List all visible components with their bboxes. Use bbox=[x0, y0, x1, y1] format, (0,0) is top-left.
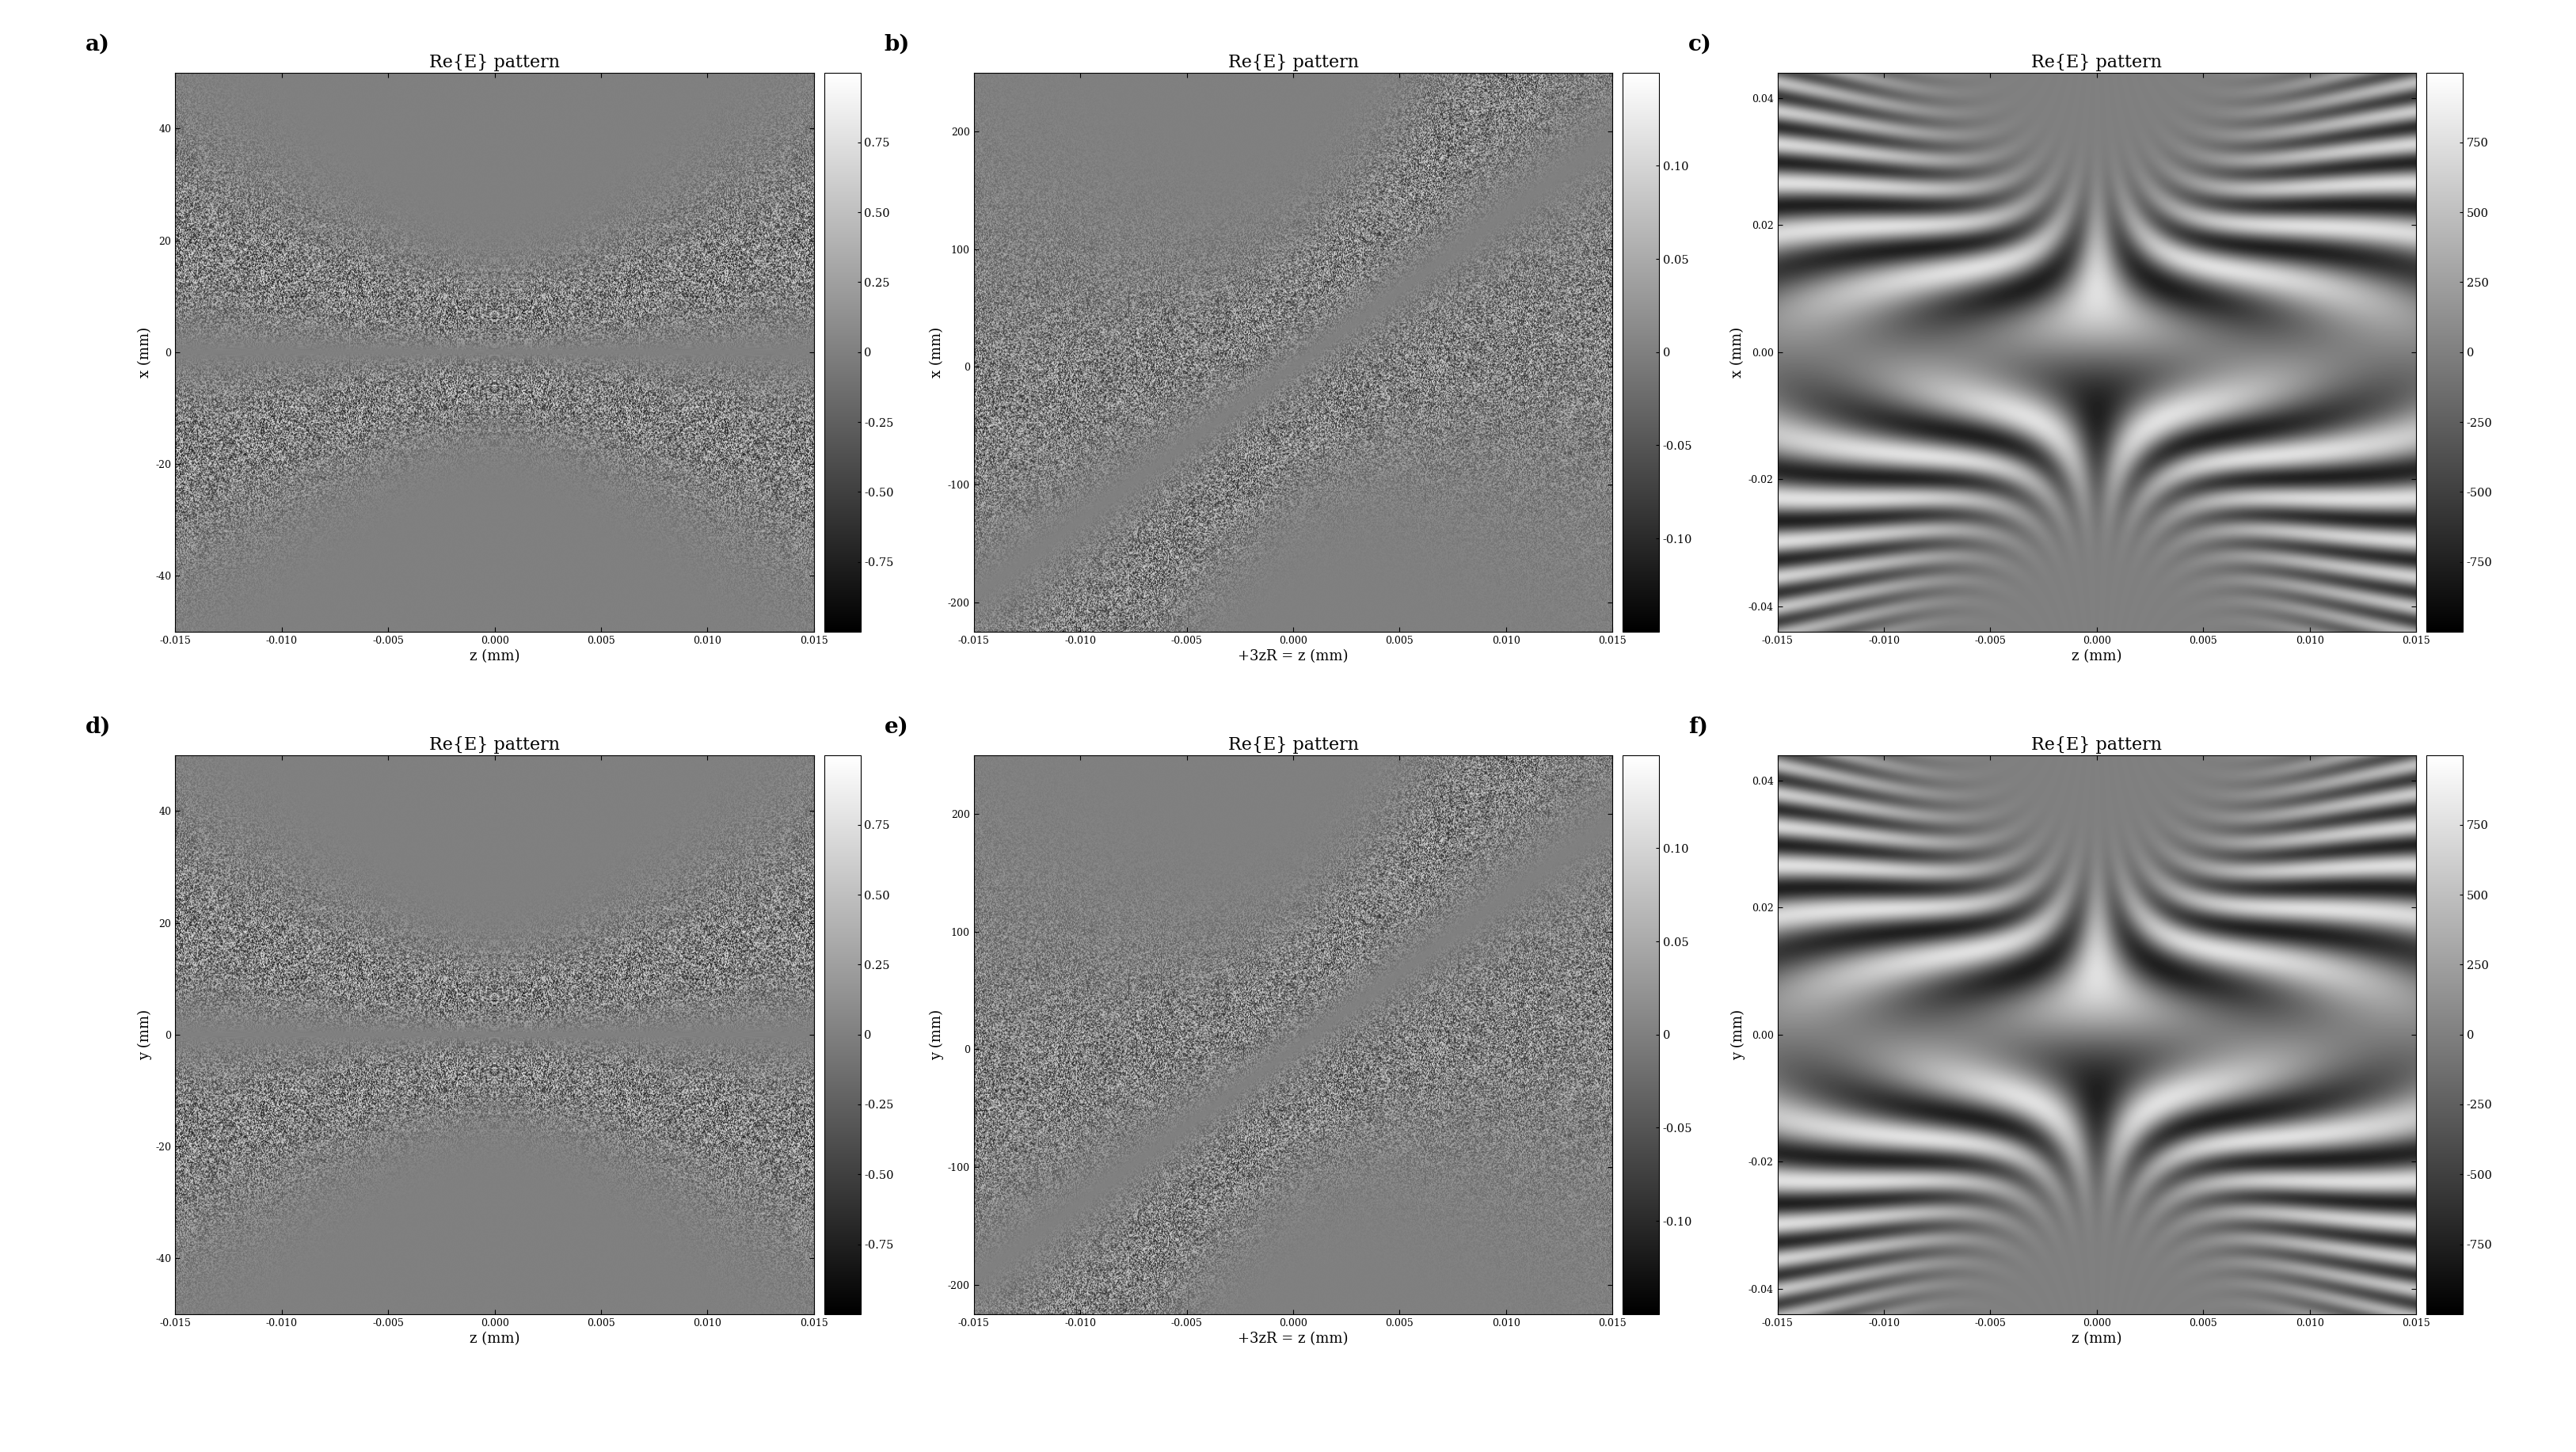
X-axis label: +3zR = z (mm): +3zR = z (mm) bbox=[1239, 1331, 1347, 1346]
X-axis label: z (mm): z (mm) bbox=[2071, 649, 2123, 664]
Y-axis label: y (mm): y (mm) bbox=[137, 1009, 152, 1060]
Text: b): b) bbox=[884, 33, 909, 55]
Y-axis label: y (mm): y (mm) bbox=[1731, 1009, 1744, 1060]
Y-axis label: y (mm): y (mm) bbox=[930, 1009, 945, 1060]
Y-axis label: x (mm): x (mm) bbox=[930, 327, 945, 378]
Text: e): e) bbox=[884, 716, 909, 738]
Title: Re{E} pattern: Re{E} pattern bbox=[430, 736, 559, 754]
X-axis label: z (mm): z (mm) bbox=[2071, 1331, 2123, 1346]
Title: Re{E} pattern: Re{E} pattern bbox=[1229, 54, 1358, 71]
Title: Re{E} pattern: Re{E} pattern bbox=[2032, 54, 2161, 71]
Text: c): c) bbox=[1687, 33, 1710, 55]
Title: Re{E} pattern: Re{E} pattern bbox=[2032, 736, 2161, 754]
Title: Re{E} pattern: Re{E} pattern bbox=[430, 54, 559, 71]
X-axis label: z (mm): z (mm) bbox=[469, 649, 520, 664]
Text: f): f) bbox=[1687, 716, 1708, 738]
X-axis label: z (mm): z (mm) bbox=[469, 1331, 520, 1346]
Y-axis label: x (mm): x (mm) bbox=[139, 327, 152, 378]
Y-axis label: x (mm): x (mm) bbox=[1731, 327, 1744, 378]
X-axis label: +3zR = z (mm): +3zR = z (mm) bbox=[1239, 649, 1347, 664]
Text: d): d) bbox=[85, 716, 111, 738]
Title: Re{E} pattern: Re{E} pattern bbox=[1229, 736, 1358, 754]
Text: a): a) bbox=[85, 33, 111, 55]
